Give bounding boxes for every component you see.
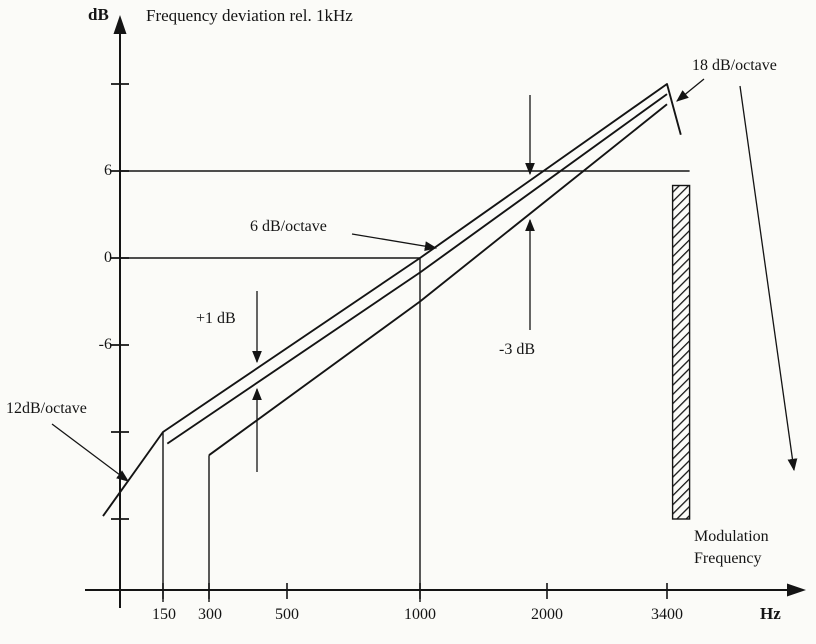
modulation-frequency-limit-band	[671, 184, 691, 520]
arrow-6db-octave	[351, 233, 438, 252]
annotation-modulation-frequency-line1: Modulation	[694, 528, 769, 545]
y-tick-label-6: 6	[104, 162, 112, 179]
x-tick-label-2000: 2000	[531, 606, 563, 623]
x-axis-unit-label: Hz	[760, 604, 781, 623]
series-lower-limit	[208, 103, 668, 456]
y-tick-label-0: 0	[104, 249, 112, 266]
x-tick-label-500: 500	[275, 606, 299, 623]
arrow-12db-octave	[51, 423, 129, 482]
series-upper-limit	[102, 83, 682, 517]
x-tick-label-300: 300	[198, 606, 222, 623]
x-tick-label-150: 150	[152, 606, 176, 623]
chart-title: Frequency deviation rel. 1kHz	[146, 6, 353, 25]
x-tick-label-3400: 3400	[651, 606, 683, 623]
x-tick-label-1000: 1000	[404, 606, 436, 623]
annotation-plus-1db: +1 dB	[196, 310, 236, 327]
annotation-18db-octave: 18 dB/octave	[692, 57, 777, 74]
arrow-18db-octave-short	[676, 78, 705, 102]
annotation-modulation-frequency-line2: Frequency	[694, 550, 762, 567]
series-nominal	[166, 93, 668, 445]
x-axis-arrowhead	[787, 583, 806, 597]
y-tick-label-minus6: -6	[98, 336, 112, 353]
arrow-18db-octave-long	[739, 85, 798, 472]
y-axis-unit-label: dB	[88, 5, 109, 24]
annotation-6db-octave: 6 dB/octave	[250, 218, 327, 235]
annotation-12db-octave: 12dB/octave	[6, 400, 87, 417]
y-axis-arrowhead	[113, 15, 127, 34]
annotation-minus-3db: -3 dB	[499, 341, 535, 358]
